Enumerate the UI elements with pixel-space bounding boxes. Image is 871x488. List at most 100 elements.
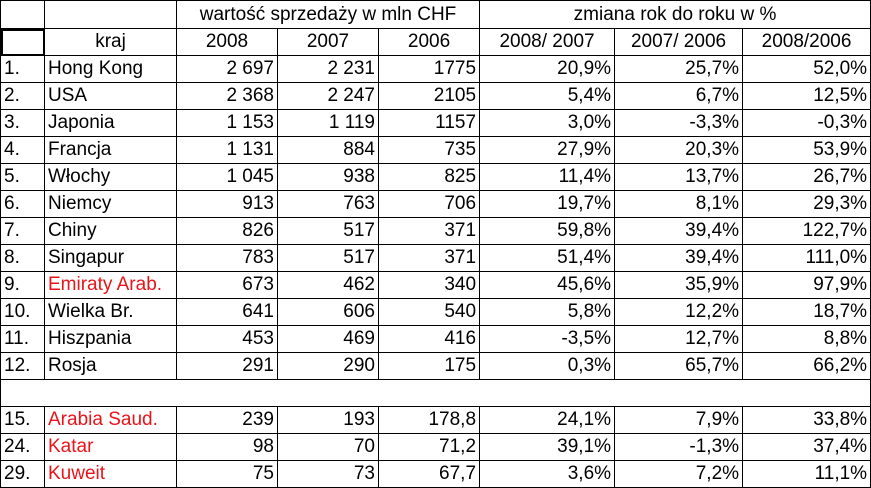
rank-cell[interactable]: 15. (0, 406, 45, 434)
value-2006-cell[interactable]: 416 (377, 325, 481, 353)
value-2008-cell[interactable]: 1 045 (176, 163, 278, 191)
value-2008-cell[interactable]: 1 131 (176, 136, 278, 164)
change-2007-2006-cell[interactable]: 7,2% (614, 460, 744, 488)
value-2007-cell[interactable]: 469 (277, 325, 379, 353)
empty-cell[interactable] (742, 379, 871, 407)
country-cell[interactable]: Chiny (44, 217, 177, 245)
change-2007-2006-cell[interactable]: 12,7% (614, 325, 744, 353)
rank-cell[interactable]: 1. (0, 55, 45, 83)
value-2007-cell[interactable]: 193 (277, 406, 379, 434)
change-2008-2007-cell[interactable]: 45,6% (479, 271, 616, 299)
value-2008-cell[interactable]: 453 (176, 325, 278, 353)
rank-cell[interactable]: 8. (0, 244, 45, 272)
rank-cell[interactable]: 9. (0, 271, 45, 299)
change-2008-2006-cell[interactable]: -0,3% (742, 109, 871, 137)
empty-cell[interactable] (614, 379, 743, 407)
country-cell[interactable]: Singapur (44, 244, 177, 272)
year-2007-header[interactable]: 2007 (277, 28, 379, 56)
change-2008-2006-header[interactable]: 2008/2006 (742, 28, 871, 56)
change-2008-2007-cell[interactable]: 5,4% (479, 82, 616, 110)
country-cell[interactable]: Niemcy (44, 190, 177, 218)
rank-cell[interactable]: 11. (0, 325, 45, 353)
empty-cell[interactable] (44, 379, 177, 407)
value-2007-cell[interactable]: 1 119 (277, 109, 379, 137)
rank-cell[interactable]: 10. (0, 298, 45, 326)
value-2008-cell[interactable]: 783 (176, 244, 278, 272)
value-2007-cell[interactable]: 517 (277, 244, 379, 272)
change-2008-2007-cell[interactable]: 20,9% (479, 55, 616, 83)
value-2007-cell[interactable]: 73 (277, 460, 379, 488)
country-cell[interactable]: USA (44, 82, 177, 110)
change-2008-2007-cell[interactable]: 51,4% (479, 244, 616, 272)
value-2008-cell[interactable]: 2 697 (176, 55, 278, 83)
change-2007-2006-cell[interactable]: 20,3% (614, 136, 744, 164)
change-2007-2006-cell[interactable]: 39,4% (614, 217, 744, 245)
change-2008-2006-cell[interactable]: 29,3% (742, 190, 871, 218)
country-cell[interactable]: Katar (44, 433, 177, 461)
value-2008-cell[interactable]: 239 (176, 406, 278, 434)
value-2006-cell[interactable]: 1775 (377, 55, 481, 83)
value-2006-cell[interactable]: 371 (377, 244, 481, 272)
value-2006-cell[interactable]: 371 (377, 217, 481, 245)
corner-cell[interactable] (0, 0, 45, 29)
change-2008-2006-cell[interactable]: 33,8% (742, 406, 871, 434)
value-2008-cell[interactable]: 673 (176, 271, 278, 299)
change-2007-2006-cell[interactable]: 12,2% (614, 298, 744, 326)
change-2008-2006-cell[interactable]: 18,7% (742, 298, 871, 326)
empty-cell[interactable] (277, 379, 379, 407)
empty-cell[interactable] (176, 379, 278, 407)
value-2007-cell[interactable]: 2 231 (277, 55, 379, 83)
change-2008-2007-cell[interactable]: 5,8% (479, 298, 616, 326)
change-2007-2006-cell[interactable]: 25,7% (614, 55, 744, 83)
year-2008-header[interactable]: 2008 (176, 28, 278, 56)
change-2007-2006-header[interactable]: 2007/ 2006 (614, 28, 744, 56)
value-2006-cell[interactable]: 825 (377, 163, 481, 191)
value-2007-cell[interactable]: 70 (277, 433, 379, 461)
value-2008-cell[interactable]: 826 (176, 217, 278, 245)
value-2006-cell[interactable]: 1157 (377, 109, 481, 137)
change-2007-2006-cell[interactable]: -3,3% (614, 109, 744, 137)
value-2008-cell[interactable]: 291 (176, 352, 278, 380)
rank-cell[interactable]: 3. (0, 109, 45, 137)
country-cell[interactable]: Japonia (44, 109, 177, 137)
change-2008-2007-cell[interactable]: 27,9% (479, 136, 616, 164)
value-2008-cell[interactable]: 98 (176, 433, 278, 461)
change-2007-2006-cell[interactable]: 13,7% (614, 163, 744, 191)
change-2008-2006-cell[interactable]: 97,9% (742, 271, 871, 299)
year-2006-header[interactable]: 2006 (377, 28, 481, 56)
value-2007-cell[interactable]: 884 (277, 136, 379, 164)
change-2008-2006-cell[interactable]: 8,8% (742, 325, 871, 353)
change-2007-2006-cell[interactable]: 7,9% (614, 406, 744, 434)
change-2008-2006-cell[interactable]: 122,7% (742, 217, 871, 245)
value-2007-cell[interactable]: 938 (277, 163, 379, 191)
country-cell[interactable]: Rosja (44, 352, 177, 380)
blank-cell[interactable] (44, 0, 177, 29)
country-cell[interactable]: Hiszpania (44, 325, 177, 353)
country-cell[interactable]: Hong Kong (44, 55, 177, 83)
country-cell[interactable]: Włochy (44, 163, 177, 191)
rank-cell[interactable]: 24. (0, 433, 45, 461)
value-2006-cell[interactable]: 706 (377, 190, 481, 218)
value-2006-cell[interactable]: 175 (377, 352, 481, 380)
change-2008-2006-cell[interactable]: 11,1% (742, 460, 871, 488)
sales-group-header[interactable]: wartość sprzedaży w mln CHF (175, 0, 481, 29)
rank-cell[interactable]: 7. (0, 217, 45, 245)
rank-cell[interactable]: 6. (0, 190, 45, 218)
country-cell[interactable]: Emiraty Arab. (44, 271, 177, 299)
change-2007-2006-cell[interactable]: 8,1% (614, 190, 744, 218)
empty-cell[interactable] (479, 379, 615, 407)
change-2008-2007-cell[interactable]: 3,0% (479, 109, 616, 137)
change-2007-2006-cell[interactable]: 35,9% (614, 271, 744, 299)
value-2006-cell[interactable]: 735 (377, 136, 481, 164)
change-2007-2006-cell[interactable]: 65,7% (614, 352, 744, 380)
change-group-header[interactable]: zmiana rok do roku w % (479, 0, 871, 29)
change-2008-2006-cell[interactable]: 53,9% (742, 136, 871, 164)
country-cell[interactable]: Kuweit (44, 460, 177, 488)
change-2008-2006-cell[interactable]: 52,0% (742, 55, 871, 83)
value-2008-cell[interactable]: 2 368 (176, 82, 278, 110)
change-2007-2006-cell[interactable]: 6,7% (614, 82, 744, 110)
value-2006-cell[interactable]: 2105 (377, 82, 481, 110)
value-2008-cell[interactable]: 641 (176, 298, 278, 326)
value-2007-cell[interactable]: 606 (277, 298, 379, 326)
change-2008-2006-cell[interactable]: 66,2% (742, 352, 871, 380)
